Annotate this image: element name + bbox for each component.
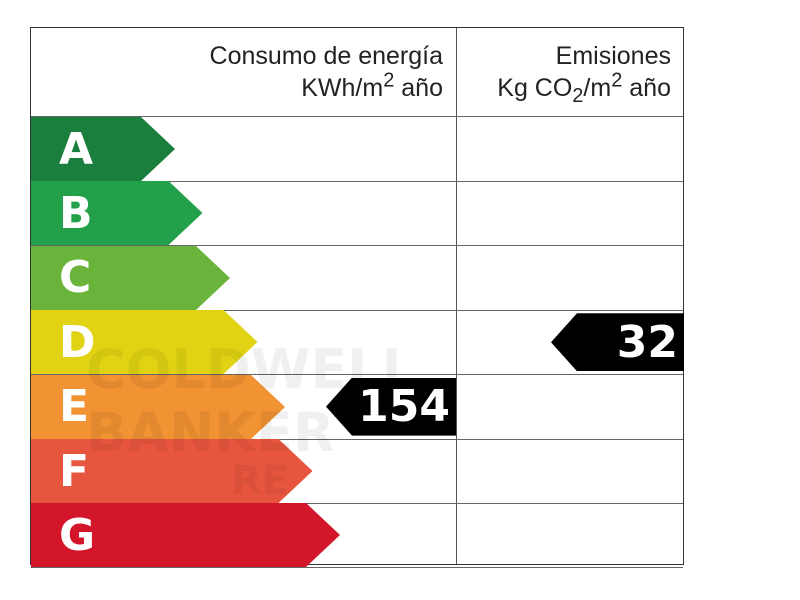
row-divider: [31, 181, 683, 182]
emissions-header-title: Emisiones: [555, 42, 671, 70]
energy-label: Consumo de energía KWh/m2 año Emisiones …: [30, 27, 684, 569]
rating-row-c: C: [31, 245, 683, 311]
row-divider: [31, 309, 683, 311]
rating-row-b: B: [31, 181, 683, 247]
rating-letter-g: G: [59, 509, 96, 561]
rating-arrow-e: [31, 374, 285, 439]
rating-arrow-b: [31, 181, 203, 246]
rating-row-e: E: [31, 374, 683, 440]
rating-arrow-g: [31, 503, 340, 568]
rating-row-d: D: [31, 310, 683, 376]
rating-letter-f: F: [59, 445, 90, 497]
rating-letter-e: E: [59, 381, 90, 433]
rating-arrow-d: [31, 310, 258, 375]
rating-arrow-c: [31, 245, 230, 310]
column-divider: [456, 28, 457, 564]
emissions-header: Emisiones Kg CO2/m2 año: [457, 28, 671, 116]
emissions-header-unit: Kg CO2/m2 año: [497, 69, 671, 107]
energy-header-title: Consumo de energía: [209, 42, 443, 70]
rating-letter-b: B: [59, 187, 93, 239]
energy-header-unit: KWh/m2 año: [301, 69, 443, 102]
rating-arrow-f: [31, 439, 313, 503]
rating-row-f: F: [31, 439, 683, 504]
rating-letter-a: A: [59, 123, 94, 175]
rating-letter-c: C: [59, 252, 92, 304]
energy-header: Consumo de energía KWh/m2 año: [31, 28, 443, 116]
row-divider: [31, 503, 683, 504]
rating-row-g: G: [31, 503, 683, 569]
emissions-value-marker: 32: [551, 313, 684, 372]
rating-row-a: A: [31, 117, 683, 182]
row-divider: [31, 567, 683, 569]
row-divider: [31, 245, 683, 247]
rating-arrow-a: [31, 117, 175, 181]
rating-letter-d: D: [59, 316, 96, 368]
header-divider: [31, 116, 683, 117]
energy-value-marker: 154: [326, 377, 456, 436]
row-divider: [31, 438, 683, 440]
row-divider: [31, 374, 683, 376]
